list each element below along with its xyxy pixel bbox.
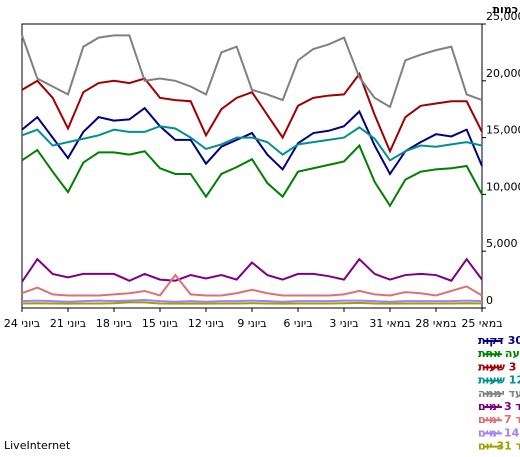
x-tick-label: 9 ביוני xyxy=(237,317,266,330)
series-line xyxy=(21,71,483,154)
legend-label: מ 3 עד 12 שעות xyxy=(478,374,520,387)
footer: LiveInternet xyxy=(4,439,71,452)
y-tick-label: 5,000 xyxy=(486,237,518,250)
y-tick-label: 15,000 xyxy=(486,124,520,137)
x-tick-label: 31 במאי xyxy=(369,317,410,330)
y-tick-label: 10,000 xyxy=(486,180,520,193)
series-line xyxy=(21,257,483,283)
legend-label: מ 1 עד 3 ימים xyxy=(478,400,520,413)
series-line xyxy=(21,273,483,297)
x-tick-label: 28 במאי xyxy=(415,317,456,330)
legend-label: משעה 1 עד 3 שעות xyxy=(478,360,520,373)
legend-label: מ 7 עד 14 ימים xyxy=(478,426,520,439)
x-tick-label: 6 ביוני xyxy=(283,317,312,330)
plot-frame xyxy=(21,23,483,309)
series-line xyxy=(21,299,483,303)
y-tick-label: 25,000 xyxy=(486,10,520,23)
legend-label: מ 3 עד 7 ימים xyxy=(478,413,520,426)
series-line xyxy=(21,143,483,208)
series-line xyxy=(21,301,483,305)
legend-label: מ 14 עד 31 יום xyxy=(478,440,520,453)
x-tick-label: 21 ביוני xyxy=(50,317,86,330)
legend-label: מ 15 עד 30 דקות xyxy=(478,334,520,347)
x-tick-label: 24 ביוני xyxy=(4,317,40,330)
x-tick-label: 3 ביוני xyxy=(329,317,358,330)
x-tick-label: 18 ביוני xyxy=(96,317,132,330)
legend-label: מ 12 שעות עד יממה xyxy=(478,387,520,400)
y-axis-label: כמות xyxy=(493,3,518,16)
series-line xyxy=(21,125,483,162)
y-tick-label: 20,000 xyxy=(486,67,520,80)
x-tick-label: 12 ביוני xyxy=(188,317,224,330)
y-tick-label: 0 xyxy=(486,294,493,307)
series-line xyxy=(21,106,483,176)
legend-label: מ 30 דקות עד שעה אחת xyxy=(478,347,520,360)
x-tick-label: 25 במאי xyxy=(461,317,502,330)
x-tick-label: 15 ביוני xyxy=(142,317,178,330)
series-line xyxy=(21,34,483,109)
